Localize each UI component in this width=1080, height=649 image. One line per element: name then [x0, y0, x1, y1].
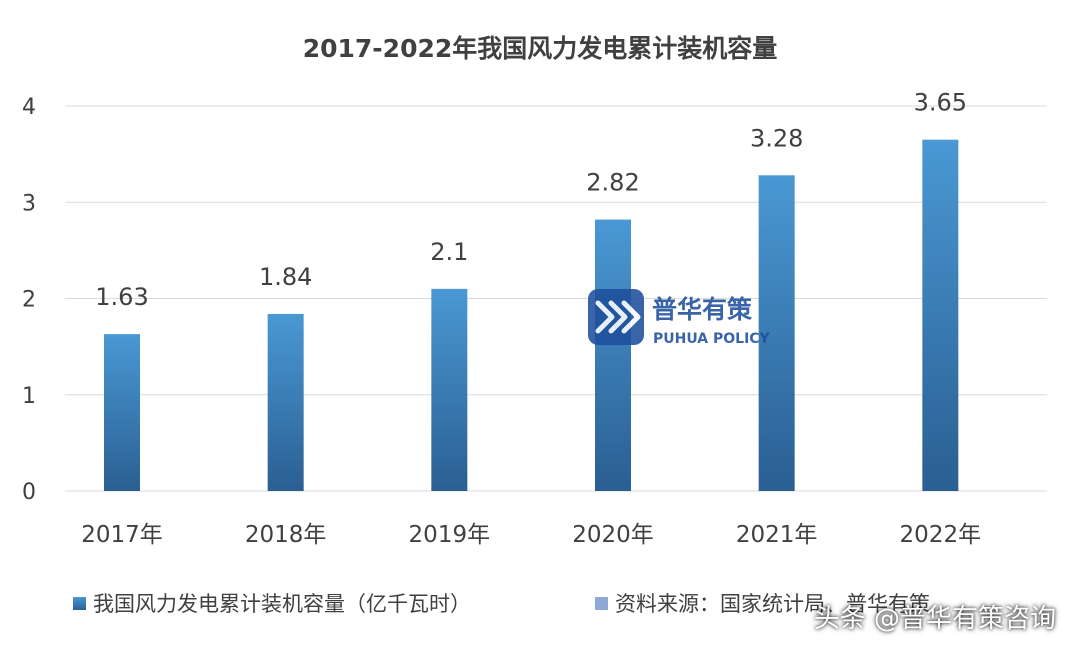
- chart-title: 2017-2022年我国风力发电累计装机容量: [303, 34, 778, 63]
- x-tick-label-1: 2017年: [81, 522, 163, 548]
- watermark-chevrons-icon: [595, 300, 641, 334]
- y-tick-label: 0: [22, 480, 36, 505]
- y-tick-label: 3: [22, 191, 36, 216]
- watermark-logo: 普华有策 PUHUA POLICY: [588, 289, 771, 347]
- bar-3: [431, 288, 468, 491]
- watermark-emblem: [588, 289, 644, 345]
- data-label-2: 1.84: [259, 263, 312, 291]
- y-axis-ticks: 0 1 2 3 4: [22, 95, 36, 505]
- data-label-6: 3.65: [914, 89, 967, 117]
- y-tick-label: 4: [22, 95, 36, 120]
- data-labels: 1.63 1.84 2.1 2.82 3.28 3.65: [95, 89, 967, 311]
- bar-2: [267, 313, 304, 491]
- data-label-5: 3.28: [750, 124, 803, 152]
- bar-5: [758, 175, 795, 492]
- y-tick-label: 2: [22, 288, 36, 313]
- x-tick-label-4: 2020年: [572, 522, 654, 548]
- x-axis-ticks: 2017年 2018年 2019年 2020年 2021年 2022年: [81, 522, 981, 548]
- bar-4: [595, 219, 631, 491]
- watermark-name-en: PUHUA POLICY: [653, 331, 771, 347]
- bars: [104, 139, 959, 492]
- x-tick-label-2: 2018年: [245, 522, 327, 548]
- gridlines: [65, 105, 1047, 492]
- legend-swatch-source: [595, 597, 608, 610]
- legend-series-label: 我国风力发电累计装机容量（亿千瓦时）: [93, 592, 471, 616]
- data-label-1: 1.63: [95, 283, 148, 311]
- data-label-3: 2.1: [430, 238, 468, 266]
- bar-1: [104, 334, 140, 491]
- bar-6: [922, 139, 959, 491]
- watermark-name-cn: 普华有策: [652, 295, 753, 324]
- y-tick-label: 1: [22, 384, 36, 409]
- legend-swatch-series: [73, 597, 86, 610]
- legend: 我国风力发电累计装机容量（亿千瓦时） 资料来源：国家统计局、普华有策: [73, 592, 930, 616]
- data-label-4: 2.82: [586, 169, 639, 197]
- x-tick-label-5: 2021年: [736, 522, 818, 548]
- x-tick-label-3: 2019年: [409, 522, 491, 548]
- footer-credit: 头条 @普华有策咨询: [813, 604, 1056, 634]
- x-tick-label-6: 2022年: [900, 522, 982, 548]
- source-note: 资料来源：国家统计局、普华有策: [615, 592, 930, 616]
